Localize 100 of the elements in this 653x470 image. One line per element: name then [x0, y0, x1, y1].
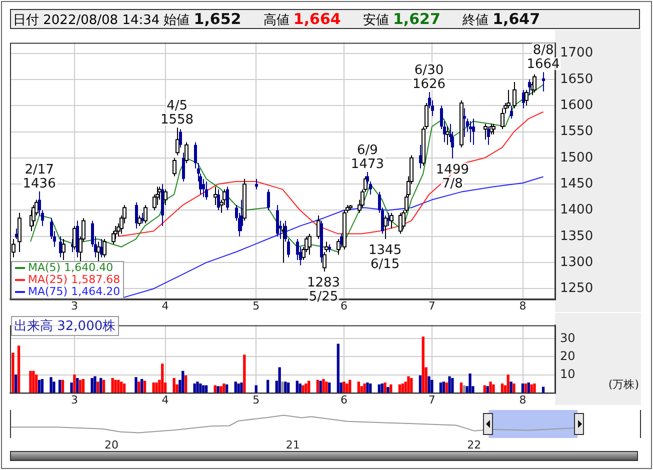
y-tick-label: 1650 [560, 72, 594, 87]
bar [12, 352, 14, 393]
bar [401, 383, 404, 393]
annotation: 6/30 1626 [412, 62, 446, 92]
bar [96, 382, 100, 393]
y-tick-label: 1500 [560, 150, 594, 166]
bar [196, 382, 199, 393]
bar [120, 382, 123, 393]
x-tick-label: 8 [519, 393, 526, 406]
bar [468, 374, 472, 393]
bar [240, 382, 243, 393]
candlestick [267, 188, 270, 211]
bar [234, 382, 237, 393]
bar [451, 378, 454, 393]
bar [237, 383, 240, 393]
bar [512, 383, 516, 393]
bar [50, 377, 52, 393]
bar [222, 383, 226, 393]
bar [122, 383, 126, 393]
bar [216, 386, 220, 393]
bar [82, 378, 85, 393]
bar [328, 382, 331, 393]
y-tick-label: 20 [560, 348, 576, 363]
bar [380, 383, 384, 393]
bar [322, 378, 325, 393]
annotation: 1283 5/25 [306, 275, 340, 304]
x-tick-label: 4 [162, 393, 169, 406]
bar [460, 382, 463, 393]
candlestick [510, 105, 513, 120]
x-tick-label: 5 [252, 300, 260, 313]
bar [32, 370, 35, 393]
bar [357, 382, 360, 393]
bar [138, 382, 140, 393]
bar [533, 383, 536, 393]
candlestick [472, 118, 475, 146]
bar [296, 380, 298, 393]
bar [308, 380, 310, 393]
bar [319, 380, 322, 393]
x-tick-label: 8 [519, 300, 526, 313]
bar [287, 382, 290, 393]
bar [100, 378, 102, 393]
bar [111, 378, 114, 393]
x-tick-label: 21 [286, 438, 300, 452]
bar [182, 370, 184, 393]
bar [184, 375, 188, 393]
candlestick [182, 152, 185, 182]
bar [172, 378, 176, 393]
candlestick [542, 72, 545, 92]
text: 始値 1,652 [164, 10, 242, 28]
bar [348, 380, 352, 393]
bar [325, 382, 328, 393]
y-tick-label: 1250 [560, 281, 594, 296]
bar [243, 354, 246, 393]
bar [117, 380, 120, 393]
bar [430, 380, 434, 393]
bar [298, 383, 302, 393]
candlestick [469, 120, 472, 143]
bar [442, 382, 445, 393]
y-axis-title: (万株) [608, 377, 639, 392]
annotation: 6/9 1473 [350, 143, 384, 172]
y-tick-label: 10 [560, 366, 576, 381]
bar [407, 376, 410, 393]
candlestick [463, 108, 466, 138]
candlestick [135, 202, 138, 230]
bar [428, 376, 430, 393]
bar [500, 383, 504, 393]
bar [439, 382, 442, 393]
y-tick-label: 1450 [560, 176, 594, 192]
annotation: 8/8 1664 [526, 43, 560, 72]
bar [530, 384, 533, 393]
candlestick [487, 126, 490, 146]
bar [17, 346, 20, 393]
x-tick-label: 4 [162, 300, 169, 313]
candlestick [205, 180, 208, 200]
legend-label: MA(75) 1,464.20 [28, 285, 120, 298]
bar [445, 382, 448, 393]
bar [90, 378, 94, 393]
bar [134, 377, 138, 393]
annotation: 2/17 1436 [22, 162, 56, 192]
y-tick-label: 1550 [560, 124, 594, 140]
bar [524, 383, 528, 393]
legend-label: MA(25) 1,587.68 [28, 273, 120, 286]
bar [281, 382, 284, 393]
y-tick-label: 1300 [560, 254, 594, 270]
bar [76, 378, 79, 393]
bar [140, 378, 144, 393]
bar [29, 370, 32, 393]
bar [40, 378, 44, 393]
bar [302, 385, 304, 393]
bar [14, 374, 18, 393]
y-tick-label: 1600 [560, 98, 594, 113]
bar [510, 382, 512, 393]
y-tick-label: 1350 [560, 228, 594, 244]
candlestick [202, 178, 205, 198]
candlestick [369, 180, 372, 196]
bar [366, 382, 369, 393]
y-tick-label: 1700 [560, 46, 594, 61]
y-tick-label: 1400 [560, 202, 594, 218]
bar [35, 374, 38, 393]
bar [284, 382, 287, 393]
